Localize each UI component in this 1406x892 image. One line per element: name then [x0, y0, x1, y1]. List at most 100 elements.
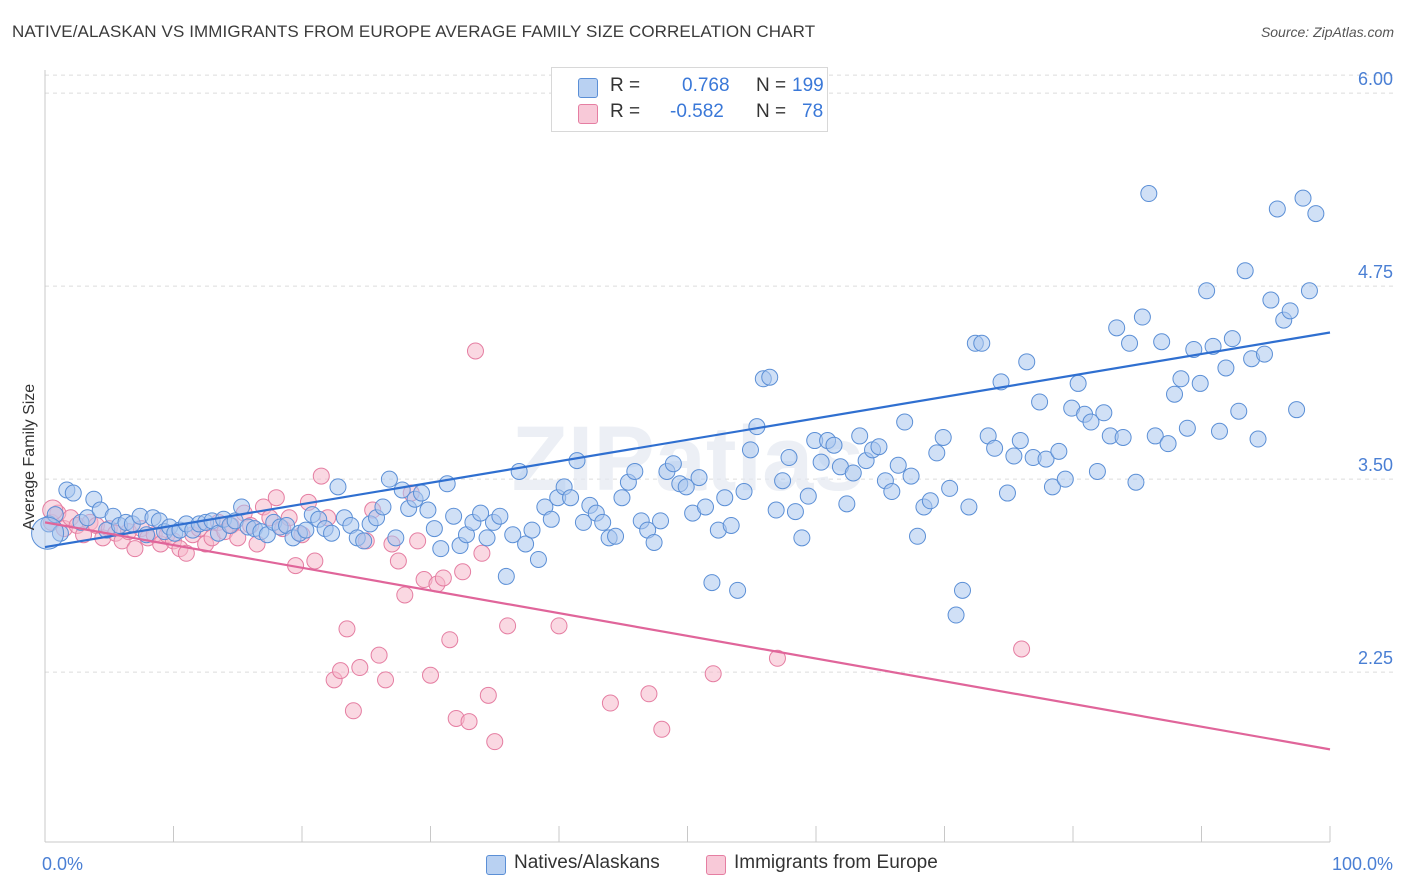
- natives-point: [374, 498, 392, 516]
- chart-title: NATIVE/ALASKAN VS IMMIGRANTS FROM EUROPE…: [12, 22, 816, 41]
- natives-point: [1166, 385, 1184, 403]
- natives-point: [812, 453, 830, 471]
- natives-point: [1249, 430, 1267, 448]
- natives-point: [323, 524, 341, 542]
- natives-point: [1262, 291, 1280, 309]
- natives-point: [1140, 185, 1158, 203]
- natives-point: [664, 455, 682, 473]
- immigrants-point: [550, 617, 568, 635]
- immigrants-point: [454, 563, 472, 581]
- natives-point: [774, 472, 792, 490]
- natives-point: [716, 489, 734, 507]
- natives-point: [1088, 462, 1106, 480]
- immigrants-point: [601, 694, 619, 712]
- natives-point: [432, 540, 450, 558]
- natives-point: [297, 521, 315, 539]
- immigrants-point: [126, 540, 144, 558]
- immigrants-point: [177, 544, 195, 562]
- natives-point: [690, 469, 708, 487]
- natives-point: [355, 532, 373, 550]
- immigrants-point: [473, 544, 491, 562]
- natives-point: [419, 501, 437, 519]
- natives-point: [1210, 422, 1228, 440]
- y-tick-label: 2.25: [1358, 648, 1393, 668]
- natives-point: [626, 462, 644, 480]
- natives-point: [562, 489, 580, 507]
- natives-point: [677, 478, 695, 496]
- natives-point: [735, 483, 753, 501]
- natives-points: [31, 185, 1325, 624]
- immigrants-point: [370, 646, 388, 664]
- natives-point: [78, 509, 96, 527]
- legend-r-value: 0.768: [682, 75, 730, 96]
- natives-point: [510, 462, 528, 480]
- natives-point: [986, 439, 1004, 457]
- natives-point: [607, 527, 625, 545]
- natives-point: [793, 529, 811, 547]
- natives-point: [889, 456, 907, 474]
- y-tick-label: 6.00: [1358, 69, 1393, 89]
- legend-swatch-pink: [578, 104, 598, 124]
- legend-n-label: N =: [756, 75, 787, 96]
- series-legend: Natives/Alaskans Immigrants from Europe: [0, 852, 1406, 878]
- natives-point: [1178, 419, 1196, 437]
- natives-point: [64, 484, 82, 502]
- natives-point: [883, 483, 901, 501]
- source-label: Source: ZipAtlas.com: [1260, 24, 1394, 40]
- natives-point: [1031, 393, 1049, 411]
- immigrants-point: [344, 702, 362, 720]
- natives-point: [851, 427, 869, 445]
- natives-point: [1127, 473, 1145, 491]
- legend-label-natives: Natives/Alaskans: [514, 852, 660, 873]
- y-tick-label: 4.75: [1358, 262, 1393, 282]
- correlation-legend: R = 0.768 N = 199 R = -0.582 N = 78: [551, 67, 828, 132]
- natives-point: [786, 503, 804, 521]
- natives-point: [799, 487, 817, 505]
- natives-point: [934, 428, 952, 446]
- natives-point: [722, 516, 740, 534]
- natives-point: [761, 368, 779, 386]
- legend-swatch-blue: [578, 78, 598, 98]
- immigrants-point: [653, 720, 671, 738]
- immigrants-points: [42, 342, 1031, 751]
- natives-point: [1159, 435, 1177, 453]
- natives-point: [329, 478, 347, 496]
- natives-point: [1268, 200, 1286, 218]
- immigrants-point: [338, 620, 356, 638]
- natives-point: [1198, 282, 1216, 300]
- immigrants-point: [768, 649, 786, 667]
- immigrants-point: [389, 552, 407, 570]
- natives-point: [1223, 330, 1241, 348]
- natives-point: [780, 449, 798, 467]
- natives-point: [594, 513, 612, 531]
- legend-r-label: R =: [610, 101, 641, 122]
- immigrants-point: [1013, 640, 1031, 658]
- legend-n-label: N =: [756, 101, 787, 122]
- natives-point: [46, 506, 64, 524]
- natives-point: [387, 529, 405, 547]
- axes: [44, 70, 1331, 843]
- natives-point: [838, 495, 856, 513]
- natives-point: [1056, 470, 1074, 488]
- y-tick-label: 3.50: [1358, 455, 1393, 475]
- natives-point: [1294, 189, 1312, 207]
- legend-r-value: -0.582: [670, 101, 724, 122]
- immigrants-point: [466, 342, 484, 360]
- immigrants-point: [704, 665, 722, 683]
- natives-point: [1288, 401, 1306, 419]
- natives-point: [1153, 333, 1171, 351]
- natives-point: [896, 413, 914, 431]
- natives-point: [1018, 353, 1036, 371]
- natives-point: [1236, 262, 1254, 280]
- immigrants-trend-line: [44, 521, 1331, 751]
- immigrants-point: [460, 713, 478, 731]
- natives-point: [1172, 370, 1190, 388]
- natives-point: [574, 513, 592, 531]
- immigrants-point: [332, 662, 350, 680]
- x-tick-label-min: 0.0%: [42, 854, 83, 874]
- immigrants-point: [486, 733, 504, 751]
- legend-n-value: 199: [792, 75, 824, 96]
- natives-point: [703, 574, 721, 592]
- natives-point: [741, 441, 759, 459]
